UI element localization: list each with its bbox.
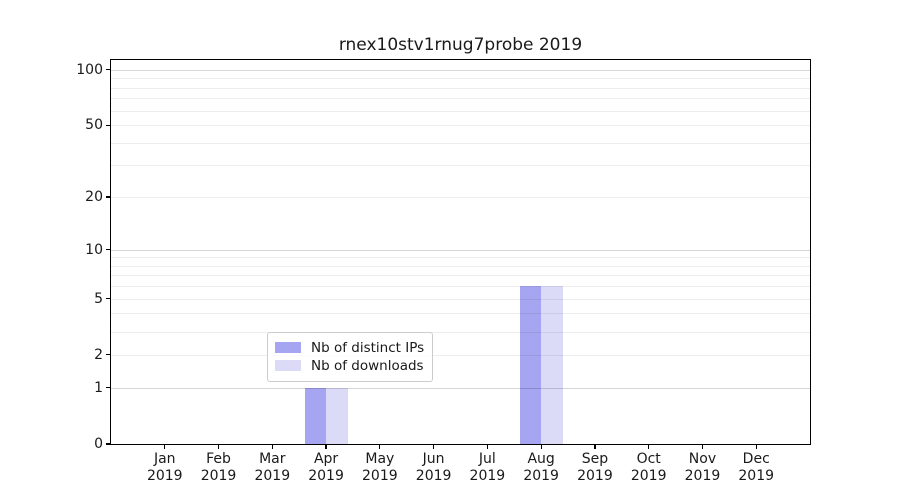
x-tick-mark <box>540 444 542 449</box>
y-axis-tick-label: 2 <box>94 346 103 363</box>
plot-area <box>111 60 810 444</box>
gridline-minor <box>111 257 810 259</box>
x-axis-tick-label: Mar 2019 <box>254 451 291 484</box>
y-axis-tick-label: 20 <box>85 189 103 206</box>
x-tick-mark <box>325 444 327 449</box>
y-tick-mark <box>105 443 111 445</box>
x-axis-tick-label: Jul 2019 <box>469 451 506 484</box>
y-axis-tick-label: 100 <box>76 61 103 78</box>
x-axis-tick-label: Dec 2019 <box>738 451 775 484</box>
gridline-minor <box>111 275 810 277</box>
legend-label-distinct-ips: Nb of distinct IPs <box>311 339 425 356</box>
gridline-minor <box>111 142 810 144</box>
gridline-minor <box>111 78 810 80</box>
gridline-minor <box>111 87 810 89</box>
y-axis-tick-label: 10 <box>85 241 103 258</box>
x-tick-mark <box>648 444 650 449</box>
x-tick-mark <box>755 444 757 449</box>
x-axis-tick-label: Apr 2019 <box>308 451 344 484</box>
legend-swatch-downloads <box>275 360 301 371</box>
x-tick-mark <box>164 444 166 449</box>
y-tick-mark <box>105 196 111 198</box>
y-axis-tick-label: 50 <box>85 117 103 134</box>
x-tick-mark <box>594 444 596 449</box>
gridline-minor <box>111 354 810 356</box>
y-tick-mark <box>105 124 111 126</box>
gridline-minor <box>111 197 810 199</box>
bar-nb-of-distinct-ips-aug <box>519 286 542 444</box>
x-tick-mark <box>701 444 704 449</box>
x-axis-tick-label: Nov 2019 <box>684 451 721 484</box>
x-tick-mark <box>433 444 435 449</box>
x-tick-mark <box>486 444 488 449</box>
y-tick-mark <box>105 387 111 389</box>
x-tick-mark <box>271 444 273 449</box>
gridline-minor <box>111 286 810 288</box>
gridline-minor <box>111 298 810 300</box>
x-axis-tick-label: Jan 2019 <box>146 451 183 484</box>
gridline-minor <box>111 98 810 100</box>
gridline-minor <box>111 165 810 167</box>
gridline-major <box>111 387 810 389</box>
y-tick-mark <box>105 298 111 300</box>
gridline-minor <box>111 313 810 315</box>
x-tick-mark <box>379 444 381 449</box>
y-tick-mark <box>105 354 111 356</box>
gridline-major <box>111 69 810 71</box>
x-axis-tick-label: Feb 2019 <box>200 451 237 484</box>
legend-label-downloads: Nb of downloads <box>311 357 424 374</box>
bar-nb-of-distinct-ips-apr <box>304 387 327 444</box>
legend-item-downloads: Nb of downloads <box>275 357 425 374</box>
x-axis-tick-label: Oct 2019 <box>630 451 667 484</box>
y-axis-tick-label: 0 <box>94 436 103 452</box>
x-axis-tick-label: Aug 2019 <box>523 451 559 484</box>
gridline-major <box>111 249 810 251</box>
gridline-minor <box>111 265 810 267</box>
gridline-minor <box>111 125 810 127</box>
legend: Nb of distinct IPs Nb of downloads <box>267 332 433 382</box>
gridline-minor <box>111 110 810 112</box>
y-tick-mark <box>105 248 111 251</box>
x-tick-mark <box>217 444 220 449</box>
bar-nb-of-downloads-aug <box>541 286 563 444</box>
chart-title: rnex10stv1rnug7probe 2019 <box>338 35 583 55</box>
bar-nb-of-downloads-apr <box>326 387 348 444</box>
legend-item-distinct-ips: Nb of distinct IPs <box>275 339 425 356</box>
y-axis-tick-label: 5 <box>94 290 103 307</box>
y-axis-tick-label: 1 <box>94 379 103 396</box>
x-axis-tick-label: May 2019 <box>362 451 398 484</box>
gridline-minor <box>111 331 810 333</box>
legend-swatch-distinct-ips <box>275 342 301 353</box>
x-axis-tick-label: Jun 2019 <box>415 451 452 484</box>
y-tick-mark <box>105 69 111 71</box>
x-axis-tick-label: Sep 2019 <box>577 451 613 484</box>
